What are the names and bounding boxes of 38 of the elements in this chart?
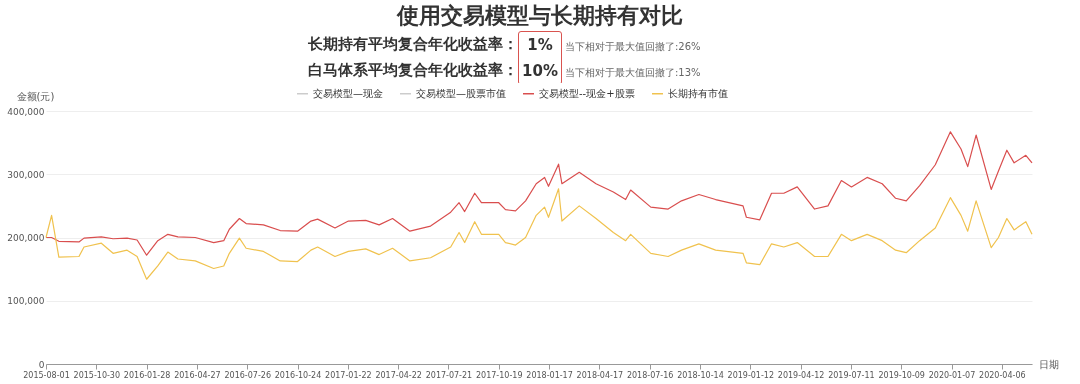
x-tick-label: 2018-10-14: [677, 370, 724, 380]
chart-title: 使用交易模型与长期持有对比: [395, 2, 684, 30]
y-tick-label: 100,000: [7, 296, 45, 307]
x-tick-label: 2020-04-06: [979, 370, 1026, 380]
text: 当下相对于最大值回撤了:26%: [564, 40, 702, 54]
x-tick-label: 2016-01-28: [123, 370, 171, 380]
y-tick-label: 300,000: [7, 169, 45, 180]
y-axis-title: 金额(元): [16, 90, 55, 102]
x-tick-label: 2019-04-12: [777, 370, 825, 380]
y-tick-label: 0: [38, 359, 45, 370]
x-axis-title: 日期: [1038, 358, 1059, 370]
x-tick-label: 2018-01-17: [526, 370, 573, 380]
x-tick-label: 2016-10-24: [274, 370, 322, 380]
x-tick-label: 2019-07-11: [828, 370, 875, 380]
line-series: [45, 131, 1033, 256]
legend-label: 交易模型--现金+股票: [539, 87, 635, 99]
x-tick-label: 2016-07-26: [224, 370, 271, 380]
x-tick-label: 2017-10-19: [476, 370, 523, 380]
text: 当下相对于最大值回撤了:13%: [564, 66, 702, 80]
legend-label: 交易模型—现金: [313, 87, 383, 99]
legend-label: 交易模型—股票市值: [416, 87, 506, 99]
legend-label: 长期持有市值: [668, 87, 728, 99]
x-tick-label: 2019-10-09: [878, 370, 925, 380]
x-tick-label: 2017-07-21: [425, 370, 473, 380]
y-tick-label: 400,000: [7, 106, 45, 117]
y-tick-label: 200,000: [7, 233, 45, 243]
x-tick-label: 2015-10-30: [73, 370, 121, 380]
text: 白马体系平均复合年化收益率：: [307, 60, 519, 81]
text: 长期持有平均复合年化收益率：: [307, 34, 519, 55]
x-tick-label: 2017-01-22: [325, 370, 372, 380]
x-tick-label: 2017-04-22: [375, 370, 422, 380]
x-tick-label: 2018-04-17: [576, 370, 624, 380]
x-tick-label: 2019-01-12: [727, 370, 775, 380]
x-tick-label: 2018-07-16: [626, 370, 674, 380]
x-tick-label: 2016-04-27: [174, 370, 221, 380]
x-tick-label: 2015-08-01: [23, 370, 70, 380]
line-series: [45, 188, 1033, 280]
x-tick-label: 2020-01-07: [928, 370, 976, 380]
